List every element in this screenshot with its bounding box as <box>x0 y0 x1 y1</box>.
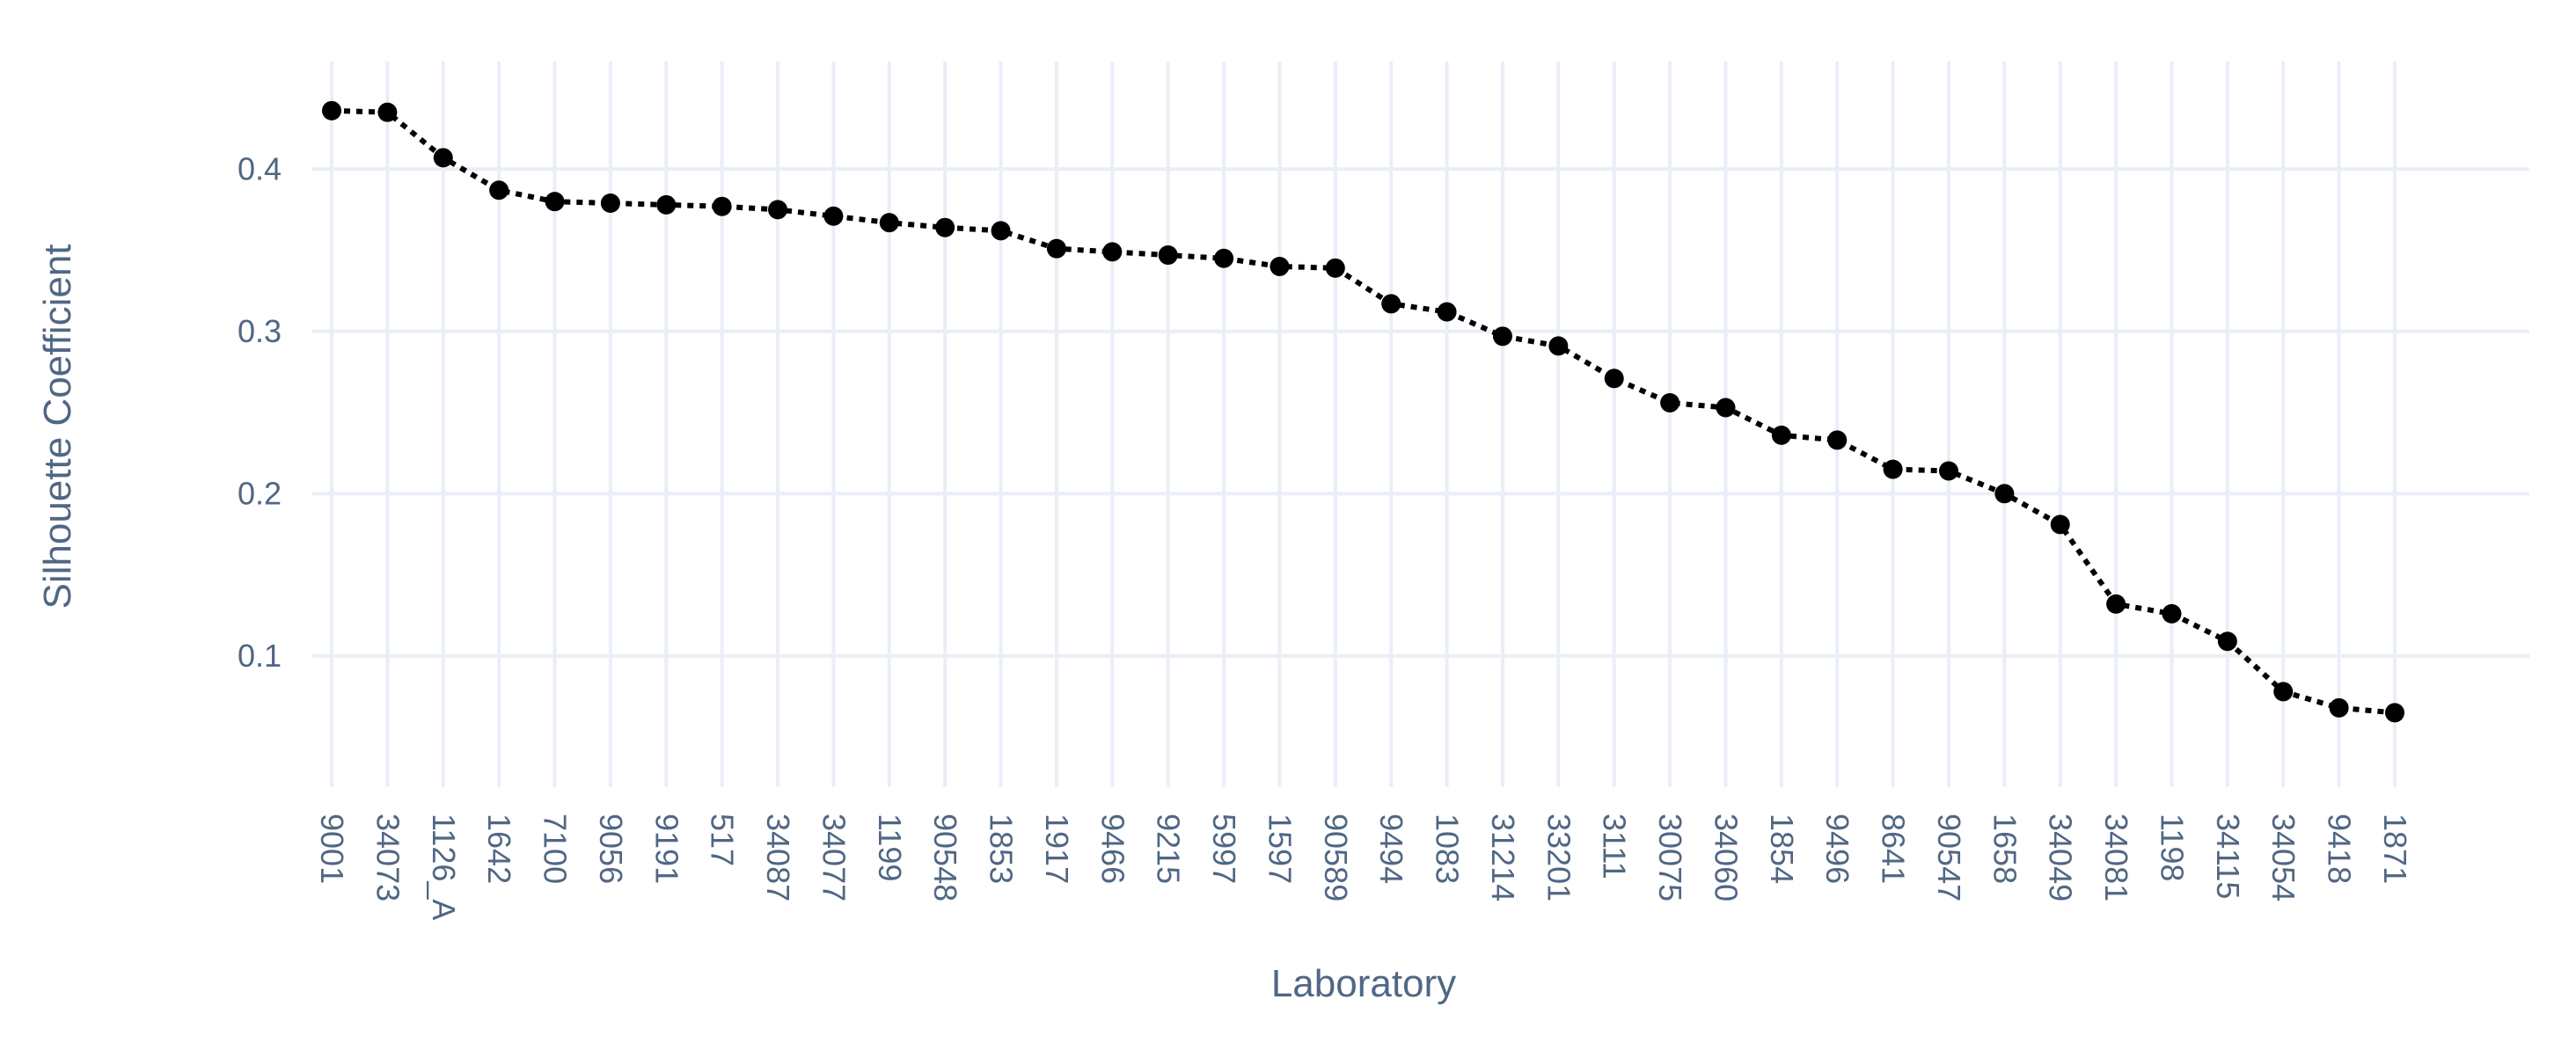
data-point <box>879 213 899 233</box>
x-tick-label: 90548 <box>927 814 963 901</box>
data-point <box>1437 302 1457 322</box>
x-tick-label: 34073 <box>370 814 406 901</box>
data-point <box>1046 238 1066 259</box>
x-tick-label: 1198 <box>2154 814 2190 881</box>
data-point <box>1604 368 1624 389</box>
y-axis-title: Silhouette Coefficient <box>36 244 79 609</box>
data-point <box>1938 461 1958 481</box>
y-tick-label: 0.3 <box>238 313 282 349</box>
data-point <box>1548 336 1569 356</box>
x-tick-label: 34049 <box>2043 814 2079 901</box>
x-tick-label: 34077 <box>816 814 852 901</box>
x-tick-label: 34054 <box>2265 814 2302 901</box>
x-axis-ticks: 9001 34073 1126_A 1642 7100 9056 9191 517 34087 3… <box>314 814 2413 920</box>
data-point <box>991 221 1011 241</box>
data-point <box>489 180 509 201</box>
data-point <box>1492 326 1512 347</box>
data-point <box>1325 258 1345 278</box>
x-tick-label: 1854 <box>1764 814 1800 884</box>
data-point <box>656 194 677 215</box>
x-tick-label: 34115 <box>2210 814 2246 899</box>
x-tick-label: 1871 <box>2377 814 2413 884</box>
x-tick-label: 34087 <box>760 814 796 901</box>
x-tick-label: 31214 <box>1485 814 1521 901</box>
data-point <box>935 217 955 237</box>
x-tick-label: 8641 <box>1876 814 1912 884</box>
data-point <box>322 100 341 120</box>
x-tick-label: 34060 <box>1708 814 1744 901</box>
x-tick-label: 30075 <box>1652 814 1688 901</box>
data-point <box>1716 398 1736 418</box>
x-tick-label: 9494 <box>1373 814 1409 884</box>
data-point <box>2385 703 2404 723</box>
data-point <box>1270 256 1290 276</box>
series-line <box>331 107 2396 716</box>
x-tick-label: 9056 <box>593 814 629 884</box>
x-tick-label: 1658 <box>1987 814 2023 884</box>
x-tick-label: 9215 <box>1151 814 1187 884</box>
x-tick-label: 33201 <box>1540 814 1577 901</box>
x-tick-label: 9466 <box>1094 814 1131 884</box>
x-tick-label: 1597 <box>1262 814 1298 884</box>
x-tick-label: 517 <box>705 814 741 866</box>
data-point <box>1158 245 1178 266</box>
x-tick-label: 34081 <box>2098 814 2134 901</box>
data-point <box>2162 603 2182 624</box>
grid-lines <box>312 62 2529 787</box>
x-tick-label: 1917 <box>1039 814 1075 884</box>
x-tick-label: 5997 <box>1206 814 1242 884</box>
data-point <box>1214 248 1234 268</box>
data-point <box>768 200 788 220</box>
x-tick-label: 90589 <box>1318 814 1354 901</box>
x-tick-label: 90547 <box>1931 814 1967 901</box>
data-point <box>2217 631 2237 652</box>
y-tick-label: 0.4 <box>238 150 282 186</box>
data-point <box>2273 682 2294 702</box>
x-tick-label: 7100 <box>538 814 574 884</box>
x-tick-label: 9001 <box>314 814 350 884</box>
data-point <box>2106 594 2126 614</box>
data-point <box>1994 484 2015 504</box>
data-point <box>2329 697 2349 718</box>
data-point <box>433 148 453 168</box>
x-tick-label: 9418 <box>2322 814 2358 884</box>
x-axis-title: Laboratory <box>1271 962 1456 1005</box>
x-tick-label: 1642 <box>481 814 517 884</box>
x-tick-label: 1853 <box>984 814 1020 884</box>
data-point <box>1827 430 1848 450</box>
x-tick-label: 9496 <box>1819 814 1855 884</box>
data-point <box>1381 294 1401 314</box>
data-point <box>377 102 398 122</box>
data-point <box>1102 242 1123 262</box>
x-tick-label: 1126_A <box>426 814 462 920</box>
x-tick-label: 3111 <box>1597 814 1633 879</box>
x-tick-label: 1199 <box>872 814 908 881</box>
data-point <box>2050 514 2070 535</box>
data-point <box>712 196 732 216</box>
data-point <box>600 193 620 214</box>
data-point <box>545 192 565 212</box>
data-point <box>1771 425 1791 445</box>
x-tick-label: 9191 <box>648 814 684 884</box>
series-points <box>322 100 2404 723</box>
data-point <box>1660 392 1680 412</box>
x-tick-label: 1083 <box>1430 814 1466 884</box>
data-point <box>823 206 844 226</box>
series-line-group <box>331 107 2396 716</box>
y-tick-label: 0.2 <box>238 475 282 511</box>
y-axis-ticks: 0.1 0.2 0.3 0.4 <box>238 150 282 674</box>
data-point <box>1883 459 1903 479</box>
y-tick-label: 0.1 <box>238 638 282 674</box>
